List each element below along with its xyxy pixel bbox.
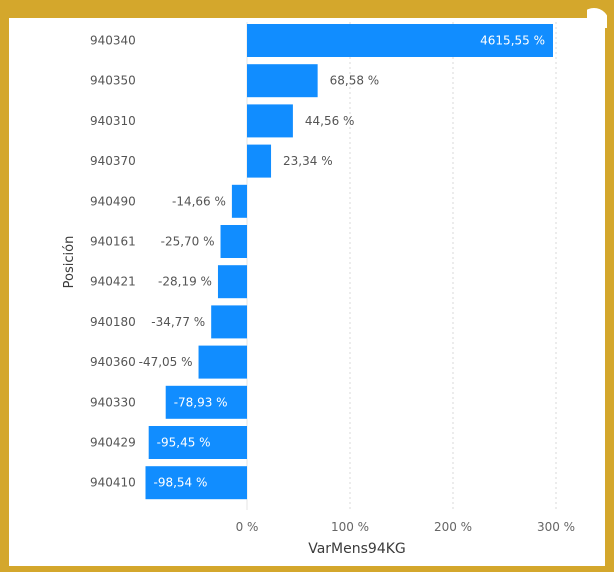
- title-fragment-glyph: [587, 8, 607, 28]
- category-label-940429: 940429: [90, 436, 136, 450]
- category-label-940350: 940350: [90, 74, 136, 88]
- data-label-940180: -34,77 %: [151, 315, 205, 329]
- y-axis-title: Posición: [62, 236, 77, 289]
- category-label-940360: 940360: [90, 355, 136, 369]
- category-labels: 940340 940350 940310 940370 940490 940161 9404…: [90, 34, 136, 490]
- data-label-940360: -47,05 %: [139, 355, 193, 369]
- bar-940370[interactable]: [247, 144, 272, 178]
- data-label-940421: -28,19 %: [158, 275, 212, 289]
- x-tick-label-200: 200 %: [434, 520, 472, 534]
- category-label-940340: 940340: [90, 34, 136, 48]
- bar-940180[interactable]: [211, 305, 247, 339]
- data-label-940410: -98,54 %: [154, 476, 208, 490]
- category-label-940330: 940330: [90, 395, 136, 409]
- category-label-940490: 940490: [90, 194, 136, 208]
- x-axis-ticks: 0 % 100 % 200 % 300 %: [236, 520, 575, 534]
- bars: [145, 24, 553, 500]
- bar-940161[interactable]: [220, 225, 247, 258]
- x-tick-label-0: 0 %: [236, 520, 259, 534]
- bar-940490[interactable]: [231, 184, 247, 218]
- bar-940429[interactable]: [148, 426, 247, 459]
- category-label-940370: 940370: [90, 154, 136, 168]
- category-label-940421: 940421: [90, 275, 136, 289]
- category-label-940161: 940161: [90, 235, 136, 249]
- category-label-940310: 940310: [90, 114, 136, 128]
- bar-940421[interactable]: [217, 265, 247, 299]
- x-axis-title: VarMens94KG: [308, 541, 406, 557]
- data-label-940350: 68,58 %: [330, 74, 380, 88]
- data-label-940490: -14,66 %: [172, 194, 226, 208]
- bar-940410[interactable]: [145, 466, 247, 500]
- data-label-940161: -25,70 %: [161, 235, 215, 249]
- data-label-940370: 23,34 %: [283, 154, 333, 168]
- data-label-940429: -95,45 %: [157, 436, 211, 450]
- category-label-940180: 940180: [90, 315, 136, 329]
- x-tick-label-300: 300 %: [537, 520, 575, 534]
- x-tick-label-100: 100 %: [331, 520, 369, 534]
- bar-940360[interactable]: [198, 345, 247, 379]
- bar-940340[interactable]: [247, 24, 553, 57]
- bar-940310[interactable]: [247, 104, 293, 138]
- category-label-940410: 940410: [90, 476, 136, 490]
- data-label-940330: -78,93 %: [174, 395, 228, 409]
- data-labels: 4615,55 % 68,58 % 44,56 % 23,34 % -14,66 % -2…: [139, 34, 545, 490]
- bar-940330[interactable]: [165, 385, 247, 419]
- bar-940350[interactable]: [247, 64, 318, 98]
- data-label-940340: 4615,55 %: [480, 34, 545, 48]
- data-label-940310: 44,56 %: [305, 114, 355, 128]
